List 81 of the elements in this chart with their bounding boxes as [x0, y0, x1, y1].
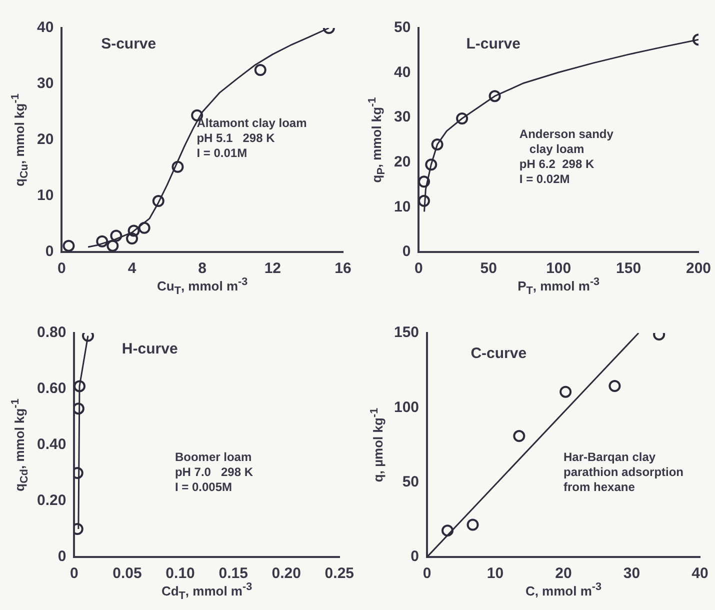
x-tick-label: 0.05 [112, 565, 142, 582]
x-tick-label: 0.20 [272, 565, 301, 582]
y-tick-label: 0 [58, 548, 66, 566]
x-axis-title: C, mmol m$^{-3}$ [525, 581, 602, 598]
annotation: clay loam [519, 142, 584, 156]
y-tick-label: 0 [402, 243, 411, 260]
annotation: from hexane [564, 480, 636, 494]
point [560, 386, 572, 398]
point [172, 160, 184, 173]
x-tick-label: 150 [616, 260, 642, 278]
x-tick-label: 0.15 [218, 565, 248, 582]
point [466, 518, 479, 531]
y-tick-label: 40 [394, 64, 411, 81]
point [254, 64, 266, 76]
point [152, 195, 164, 208]
point [513, 430, 526, 442]
point [96, 235, 108, 248]
text: L-curve [466, 36, 520, 53]
point [488, 90, 501, 102]
y-tick-label: 40 [36, 19, 54, 36]
y-tick-label: 30 [36, 75, 54, 92]
y-tick-label: 30 [394, 108, 411, 126]
x-tick-label: 50 [480, 260, 497, 278]
y-tick-label: 0.80 [36, 324, 66, 342]
point [431, 138, 444, 150]
x-tick-label: 16 [334, 260, 352, 278]
point [106, 240, 119, 252]
point [110, 230, 122, 242]
annotation: pH 5.1 298 K [196, 130, 276, 145]
x-tick-label: 30 [623, 565, 640, 582]
x-tick-label: 10 [486, 565, 504, 582]
x-tick-label: 20 [555, 565, 572, 582]
annotation: I = 0.02M [519, 172, 570, 186]
y-tick-label: 150 [394, 324, 420, 342]
text: C-curve [470, 345, 527, 362]
x-tick-label: 100 [546, 260, 572, 278]
point [418, 194, 430, 207]
point [138, 222, 150, 234]
annotation: Anderson sandy [519, 127, 614, 142]
annotation: Har-Barqan clay [564, 450, 656, 464]
y-tick-label: 10 [36, 187, 54, 204]
annotation: I = 0.005M [174, 480, 232, 494]
annotation: I = 0.01M [196, 146, 248, 160]
text: H-curve [122, 340, 178, 358]
point [418, 176, 430, 188]
point [442, 524, 454, 537]
y-tick-label: 20 [394, 154, 411, 171]
text: S-curve [101, 36, 156, 53]
y-tick-label: 0.20 [36, 492, 66, 510]
y-tick-label: 50 [394, 19, 411, 36]
annotation: pH 6.2 298 K [519, 157, 594, 172]
y-tick-label: 0 [45, 243, 54, 260]
y-tick-label: 0.40 [36, 436, 66, 454]
x-tick-label: 200 [686, 260, 711, 278]
annotation: Boomer loam [174, 450, 252, 464]
y-tick-label: 10 [394, 198, 411, 216]
y-tick-label: 50 [402, 473, 420, 490]
x-axis-title: Cu$_{T}$, mmol m$^{-3}$ [156, 276, 248, 297]
x-tick-label: 0.10 [166, 565, 195, 582]
y-tick-label: 0 [410, 548, 420, 566]
x-tick-label: 12 [264, 260, 282, 278]
y-tick-label: 100 [394, 398, 420, 416]
point [128, 224, 140, 237]
y-tick-label: 20 [36, 131, 54, 148]
x-axis-title: Cd$_{T}$, mmol m$^{-3}$ [161, 581, 252, 602]
x-tick-label: 4 [128, 260, 137, 278]
x-tick-label: 0.25 [324, 565, 354, 582]
point [608, 380, 621, 392]
x-tick-label: 8 [198, 260, 207, 278]
point [126, 232, 138, 245]
x-tick-label: 0 [422, 565, 432, 582]
point [62, 240, 75, 252]
point [425, 158, 438, 171]
x-tick-label: 0 [70, 565, 78, 582]
x-axis-title: P$_{T}$, mmol m$^{-3}$ [518, 276, 600, 297]
annotation: Altamont clay loam [196, 116, 307, 130]
annotation: parathion adsorption [564, 465, 684, 480]
annotation: pH 7.0 298 K [174, 465, 254, 480]
x-tick-label: 40 [692, 565, 708, 582]
y-tick-label: 0.60 [36, 380, 66, 398]
point [456, 112, 468, 124]
